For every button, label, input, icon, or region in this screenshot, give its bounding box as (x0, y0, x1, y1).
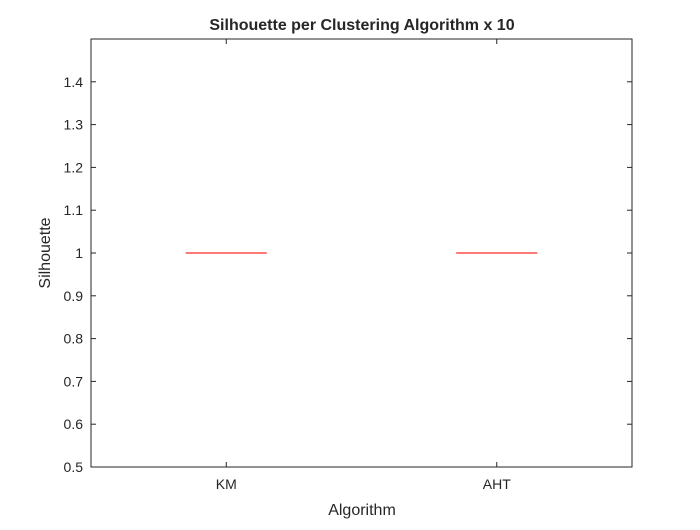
y-axis-ticks: 0.5 0.6 0.7 0.8 0.9 1 1.1 1.2 1.3 1.4 (64, 74, 632, 475)
y-tick-label: 1.3 (64, 117, 84, 133)
plot-area-frame (90, 38, 633, 468)
x-tick-label: KM (216, 476, 237, 492)
y-tick-label: 1.2 (64, 159, 84, 175)
y-tick-label: 0.8 (64, 331, 84, 347)
x-axis-ticks: KM AHT (216, 39, 511, 492)
y-tick-label: 1.1 (64, 202, 84, 218)
y-tick-label: 0.9 (64, 288, 84, 304)
chart-title: Silhouette per Clustering Algorithm x 10 (209, 17, 514, 34)
x-tick-label: AHT (483, 476, 511, 492)
y-tick-label: 1 (75, 245, 83, 261)
y-tick-label: 1.4 (64, 74, 84, 90)
y-tick-label: 0.6 (64, 416, 84, 432)
y-axis-label: Silhouette (37, 217, 54, 288)
x-axis-label: Algorithm (328, 502, 396, 519)
y-tick-label: 0.5 (64, 459, 84, 475)
y-tick-label: 0.7 (64, 373, 84, 389)
